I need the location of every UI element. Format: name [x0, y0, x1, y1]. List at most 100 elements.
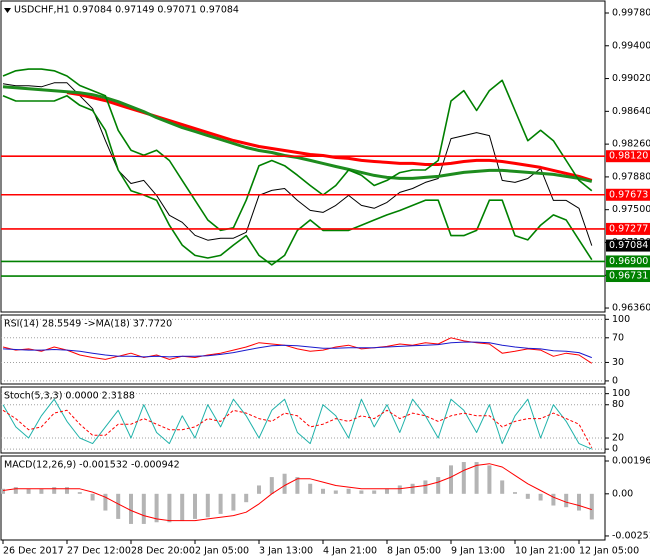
level-box	[606, 188, 650, 201]
histogram-bar	[218, 493, 223, 514]
y-tick-label: 100	[612, 314, 630, 325]
histogram-bar	[487, 465, 492, 494]
histogram-bar	[397, 485, 402, 494]
series-line	[2, 68, 593, 232]
indicator-title: Stoch(5,3,3) 0.0000 2.3188	[4, 391, 135, 402]
histogram-bar	[167, 493, 172, 523]
histogram-bar	[141, 493, 146, 524]
chart-title: USDCHF,H1 0.97084 0.97149 0.97071 0.9708…	[14, 5, 239, 16]
histogram-bar	[65, 487, 69, 494]
histogram-bar	[321, 488, 325, 494]
y-tick-label: 30	[612, 357, 624, 368]
histogram-bar	[589, 493, 594, 520]
y-tick-label: 0.98640	[612, 106, 650, 117]
y-tick-label: 0.96360	[612, 303, 650, 314]
title-icon	[4, 8, 11, 13]
panel-frame	[0, 386, 606, 454]
histogram-bar	[436, 477, 441, 494]
series-line	[2, 337, 593, 364]
histogram-bar	[551, 493, 556, 506]
histogram-bar	[231, 493, 236, 511]
y-tick-label: 0.97500	[612, 204, 650, 215]
level-label: 0.97673	[609, 189, 648, 200]
y-tick-label: 0.97880	[612, 171, 650, 182]
x-tick-label: 28 Dec 20:00	[131, 546, 195, 557]
histogram-bar	[410, 483, 415, 494]
series-line	[2, 341, 592, 359]
histogram-bar	[13, 487, 18, 494]
y-tick-label: 0.99400	[612, 40, 650, 51]
histogram-bar	[359, 490, 364, 494]
histogram-bar	[244, 493, 249, 503]
histogram-bar	[77, 492, 82, 494]
histogram-bar	[461, 462, 466, 494]
x-tick-label: 12 Jan 05:00	[579, 546, 639, 557]
histogram-bar	[116, 493, 121, 519]
x-tick-label: 26 Dec 2017	[3, 546, 64, 557]
histogram-bar	[346, 488, 351, 494]
histogram-bar	[295, 477, 300, 494]
level-label: 0.97277	[609, 223, 648, 234]
series-line	[2, 409, 593, 449]
histogram-bar	[333, 490, 338, 494]
y-tick-label: 0	[612, 375, 618, 386]
histogram-bar	[180, 493, 185, 521]
y-tick-label: 100	[612, 388, 630, 399]
y-tick-label: 20	[612, 433, 624, 444]
x-tick-label: 27 Dec 12:00	[67, 546, 131, 557]
current-price-box	[606, 239, 650, 252]
series-line	[2, 82, 593, 246]
histogram-bar	[449, 465, 453, 494]
histogram-bar	[423, 480, 428, 494]
y-tick-label: 0	[612, 444, 618, 455]
x-tick-label: 4 Jan 21:00	[323, 546, 377, 557]
histogram-bar	[513, 492, 517, 494]
panel-frame	[0, 314, 606, 385]
histogram-bar	[103, 493, 108, 511]
indicator-title: MACD(12,26,9) -0.001532 -0.000942	[4, 460, 180, 471]
histogram-bar	[577, 493, 581, 511]
histogram-bar	[474, 462, 479, 494]
indicator-title: RSI(14) 28.5549 ->MA(18) 37.7720	[4, 319, 172, 330]
level-label: 0.96900	[609, 256, 648, 267]
x-tick-label: 10 Jan 21:00	[515, 546, 575, 557]
histogram-bar	[308, 483, 313, 494]
histogram-bar	[154, 493, 159, 523]
histogram-bar	[525, 493, 530, 499]
x-tick-label: 8 Jan 05:00	[387, 546, 441, 557]
y-tick-label: -0.002518	[612, 530, 650, 541]
x-tick-label: 9 Jan 13:00	[451, 546, 505, 557]
histogram-bar	[538, 493, 543, 501]
histogram-bar	[52, 487, 57, 494]
histogram-bar	[129, 493, 133, 524]
y-tick-label: 80	[612, 399, 624, 410]
histogram-bar	[39, 488, 44, 494]
histogram-bar	[500, 480, 505, 494]
histogram-bar	[257, 485, 261, 494]
y-tick-label: 0.001961	[612, 456, 650, 467]
y-tick-label: 0.99020	[612, 73, 650, 84]
histogram-bar	[372, 490, 377, 494]
level-label: 0.96731	[609, 271, 648, 282]
level-box	[606, 222, 650, 235]
y-tick-label: 0.99780	[612, 7, 650, 18]
y-tick-label: 70	[612, 332, 624, 343]
panel-frame	[0, 455, 606, 541]
y-tick-label: 0.00	[612, 488, 633, 499]
histogram-bar	[282, 473, 287, 494]
level-box	[606, 270, 650, 283]
histogram-bar	[90, 493, 95, 501]
level-box	[606, 255, 650, 268]
histogram-bar	[269, 477, 274, 494]
level-label: 0.98120	[609, 151, 648, 162]
level-box	[606, 150, 650, 163]
histogram-bar	[385, 488, 389, 494]
histogram-bar	[205, 493, 210, 518]
series-line	[2, 463, 592, 522]
histogram-bar	[1, 488, 5, 494]
series-line	[2, 95, 593, 266]
series-line	[2, 85, 593, 183]
histogram-bar	[564, 493, 569, 508]
